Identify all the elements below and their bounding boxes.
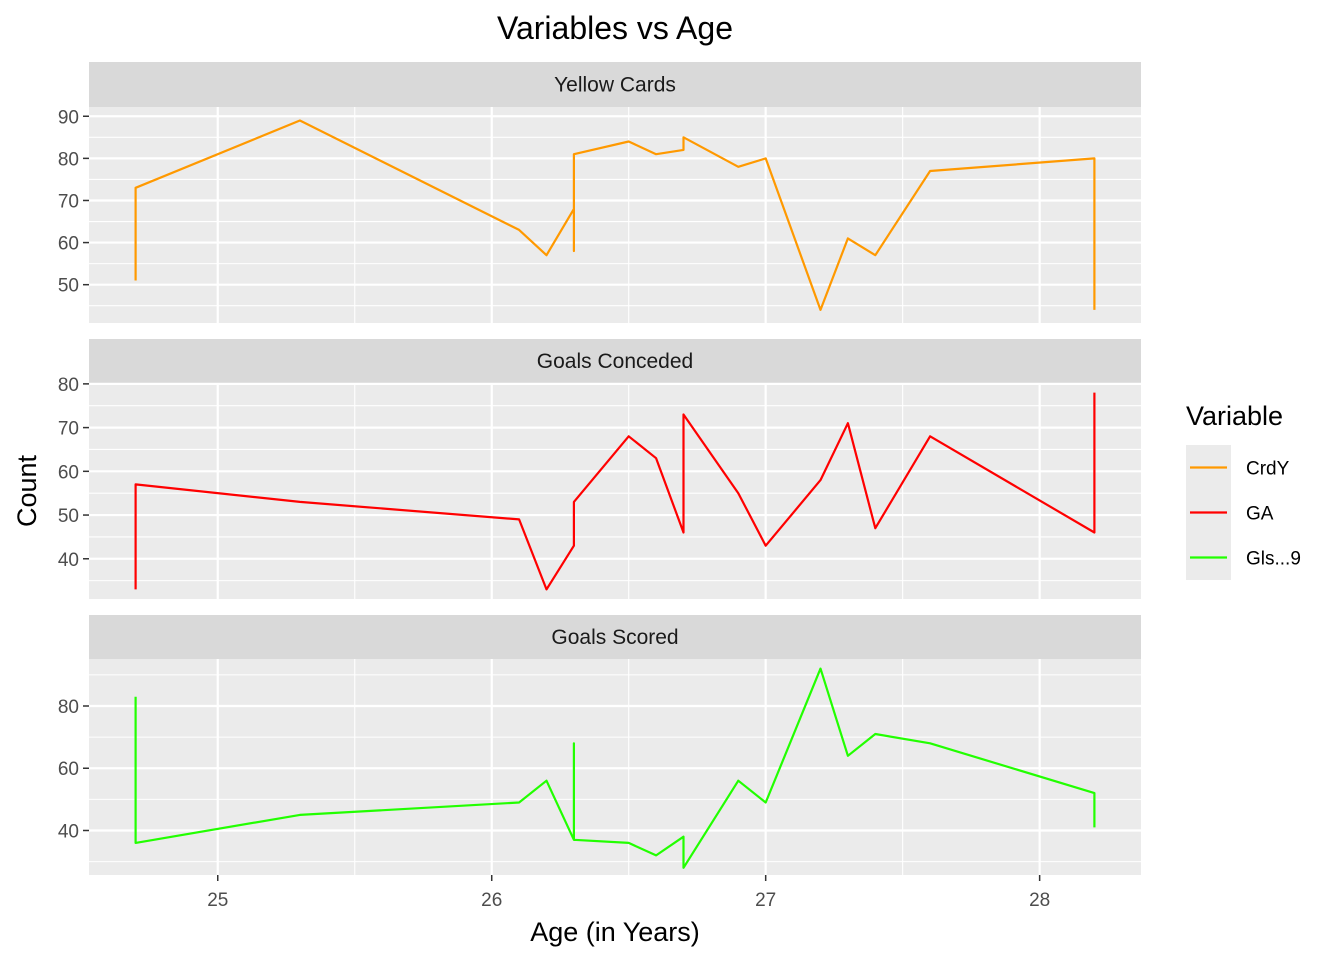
plot-background	[89, 383, 1141, 599]
y-tick-label: 50	[58, 506, 79, 527]
y-tick-label: 70	[58, 419, 79, 440]
x-tick-label: 25	[207, 890, 228, 911]
plot-background	[89, 107, 1141, 323]
x-tick-label: 26	[481, 890, 502, 911]
legend-label: Gls...9	[1246, 549, 1301, 570]
facet-strip	[89, 339, 1141, 383]
y-tick-label: 60	[58, 462, 79, 483]
series-line-Gls...9	[134, 667, 1096, 869]
y-tick-label: 60	[58, 234, 79, 255]
facet-panel-2: Goals Conceded 40 50 60 70 80	[58, 339, 1141, 599]
legend-title: Variable	[1186, 401, 1283, 431]
facet-strip-label: Goals Conceded	[537, 350, 693, 373]
legend-label: CrdY	[1246, 459, 1290, 480]
y-tick-label: 50	[58, 276, 79, 297]
plot-background	[89, 659, 1141, 875]
x-tick-label: 27	[755, 890, 776, 911]
facet-strip	[89, 615, 1141, 659]
facet-panel-3: Goals Scored 40 60 80 25 26 27 28	[58, 615, 1141, 911]
x-axis-title: Age (in Years)	[530, 917, 700, 947]
legend: Variable CrdY GA Gls...9	[1186, 401, 1301, 580]
y-tick-label: 80	[58, 697, 79, 718]
chart-title: Variables vs Age	[497, 10, 733, 46]
x-tick-label: 28	[1029, 890, 1050, 911]
y-tick-label: 60	[58, 759, 79, 780]
y-tick-label: 80	[58, 375, 79, 396]
y-tick-label: 80	[58, 149, 79, 170]
facet-strip-label: Goals Scored	[551, 626, 678, 649]
facet-strip	[89, 62, 1141, 107]
legend-label: GA	[1246, 504, 1274, 525]
y-tick-label: 90	[58, 107, 79, 128]
y-tick-label: 40	[58, 550, 79, 571]
facet-panel-1: Yellow Cards 50 60 70 80 90	[58, 62, 1141, 323]
series-line-CrdY	[134, 119, 1096, 311]
y-tick-label: 70	[58, 191, 79, 212]
y-tick-label: 40	[58, 821, 79, 842]
facet-panels: Yellow Cards 50 60 70 80 90 Goals Conceded 40 50…	[58, 62, 1141, 911]
series-line-GA	[134, 392, 1096, 591]
y-axis-title: Count	[12, 454, 42, 527]
facet-strip-label: Yellow Cards	[554, 74, 676, 97]
